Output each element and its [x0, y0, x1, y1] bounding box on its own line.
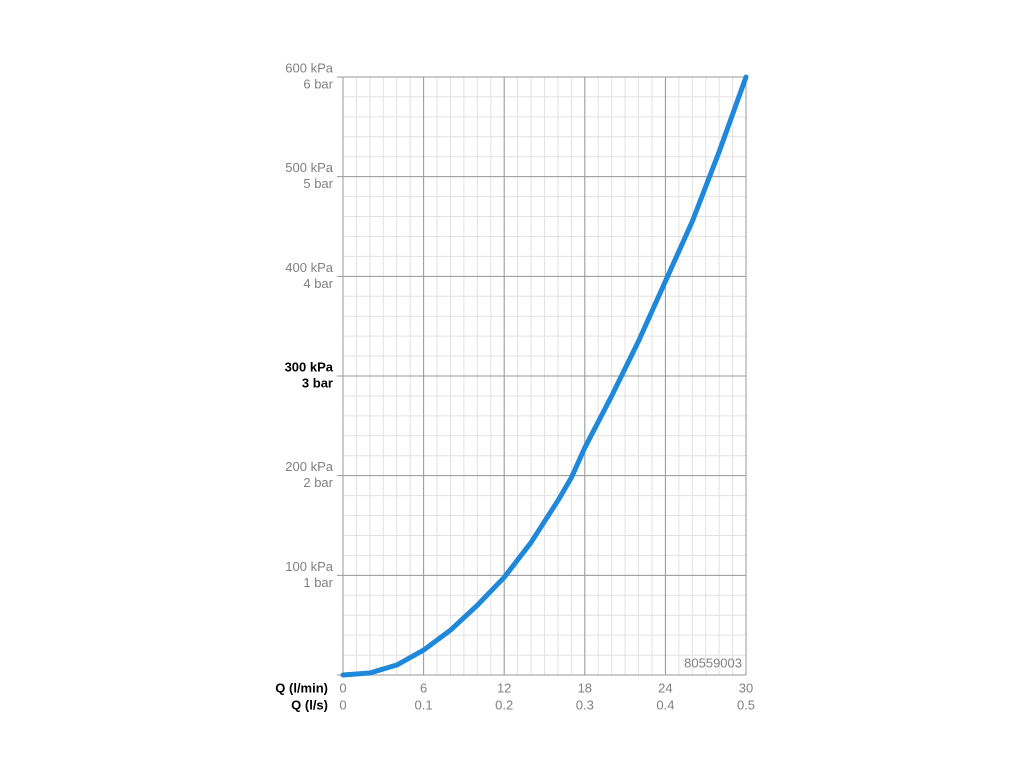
x2-tick-label: 0.4	[656, 697, 674, 712]
y-tick-label: 500 kPa	[285, 160, 333, 175]
y-tick-label: 600 kPa	[285, 60, 333, 75]
y-tick-label: 100 kPa	[285, 559, 333, 574]
x2-axis-label: Q (l/s)	[291, 697, 328, 712]
x2-tick-label: 0	[339, 697, 346, 712]
annotation: 80559003	[684, 655, 742, 670]
y-tick-label: 300 kPa	[285, 359, 334, 374]
y-tick-label-bar: 3 bar	[302, 375, 333, 390]
y-tick-label: 200 kPa	[285, 459, 333, 474]
y-tick-label-bar: 6 bar	[303, 76, 333, 91]
y-tick-label-bar: 4 bar	[303, 276, 333, 291]
x2-tick-label: 0.3	[576, 697, 594, 712]
y-tick-label-bar: 2 bar	[303, 475, 333, 490]
y-tick-label: 400 kPa	[285, 260, 333, 275]
x-tick-label: 6	[420, 680, 427, 695]
x2-tick-label: 0.2	[495, 697, 513, 712]
y-tick-label-bar: 5 bar	[303, 176, 333, 191]
x-tick-label: 30	[739, 680, 753, 695]
x-tick-label: 24	[658, 680, 672, 695]
x-tick-label: 12	[497, 680, 511, 695]
x2-tick-label: 0.5	[737, 697, 755, 712]
data-line	[340, 74, 749, 678]
x-tick-label: 0	[339, 680, 346, 695]
y-tick-label-bar: 1 bar	[303, 575, 333, 590]
x-tick-label: 18	[578, 680, 592, 695]
x2-tick-label: 0.1	[415, 697, 433, 712]
x-axis-label: Q (l/min)	[275, 680, 328, 695]
